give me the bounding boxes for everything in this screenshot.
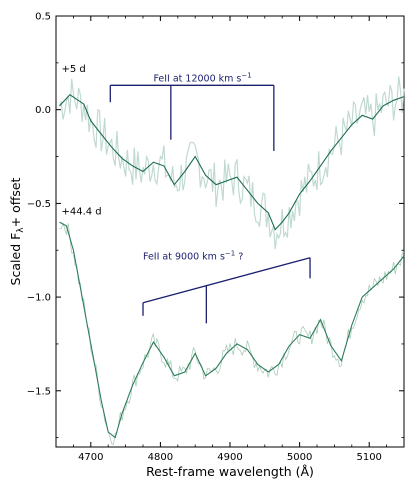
x-tick-label: 5000 <box>287 452 312 463</box>
x-tick-label: 5100 <box>356 452 381 463</box>
x-tick-label: 4900 <box>217 452 242 463</box>
raw-spectra <box>58 76 405 446</box>
x-tick-label: 4800 <box>148 452 173 463</box>
annotation-label: FeII at 9000 km s−1 ? <box>143 250 243 263</box>
y-tick-label: 0.0 <box>35 105 51 116</box>
annotations: FeII at 12000 km s−1 FeII at 9000 km s−1 … <box>109 72 311 324</box>
velocity-bar <box>142 257 311 304</box>
y-axis-label: Scaled Fλ+ offset <box>8 177 26 285</box>
smoothed-spectra: +5 d +44.4 d <box>59 64 405 439</box>
series-label: +5 d <box>61 64 85 75</box>
y-tick-label: −0.5 <box>27 199 51 210</box>
series-label: +44.4 d <box>61 207 101 218</box>
axis-ticks: 4700 4800 4900 5000 5100 0.5 0.0 −0.5 −1.0 −1.5 <box>27 12 405 463</box>
y-tick-label: −1.0 <box>27 293 51 304</box>
series-line <box>59 221 405 439</box>
raw-spectrum-line <box>58 76 405 250</box>
y-tick-label: 0.5 <box>35 12 51 23</box>
y-tick-label: −1.5 <box>27 386 51 397</box>
x-axis-label: Rest-frame wavelength (Å) <box>146 464 314 479</box>
annotation-label: FeII at 12000 km s−1 <box>153 72 251 85</box>
x-tick-label: 4700 <box>78 452 103 463</box>
series-line <box>59 93 405 231</box>
